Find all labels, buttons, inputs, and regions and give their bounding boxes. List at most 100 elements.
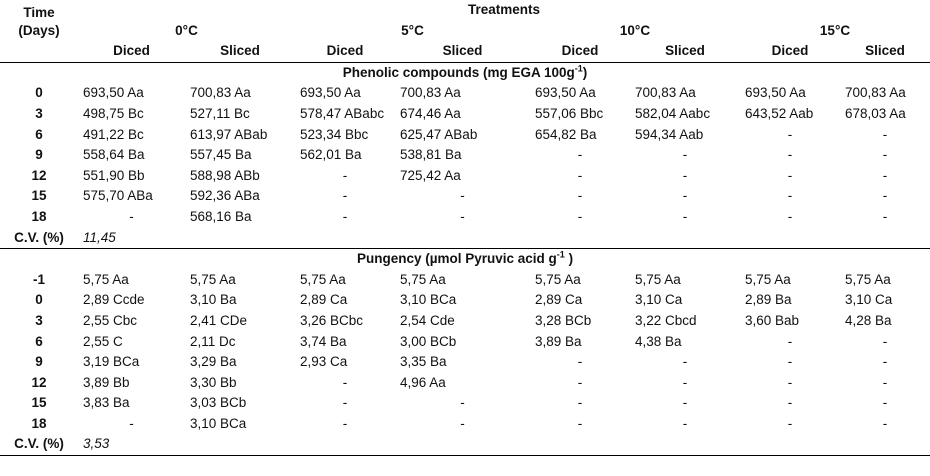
time-cell: 12 [31, 167, 47, 183]
cut-header: Sliced [630, 41, 740, 63]
cv-row: C.V. (%) 3,53 [0, 434, 930, 457]
cv-row: C.V. (%) 11,45 [0, 227, 930, 250]
value-cell: - [682, 188, 688, 204]
value-cell: - [787, 147, 793, 163]
value-cell: - [787, 395, 793, 411]
value-cell: 5,75 Aa [190, 271, 236, 287]
value-cell: 3,03 BCb [190, 395, 247, 411]
value-cell: 3,26 BCbc [300, 312, 364, 328]
value-cell: 3,35 Ba [400, 354, 447, 370]
value-cell: - [577, 188, 583, 204]
time-cell: 9 [35, 354, 43, 370]
time-cell: 12 [31, 374, 47, 390]
value-cell: 5,75 Aa [400, 271, 446, 287]
value-cell: 643,52 Aab [745, 105, 814, 121]
value-cell: 538,81 Ba [400, 147, 462, 163]
value-cell: 557,06 Bbc [535, 105, 604, 121]
table-row: 0 2,89 Ccde 3,10 Ba 2,89 Ca 3,10 BCa 2,89 Ca 3… [0, 290, 930, 311]
value-cell: 613,97 ABab [190, 126, 268, 142]
value-cell: - [787, 188, 793, 204]
value-cell: 2,11 Dc [190, 333, 236, 349]
value-cell: 2,89 Ca [300, 292, 348, 308]
value-cell: 2,41 CDe [190, 312, 248, 328]
cut-header: Diced [295, 41, 395, 63]
value-cell: 592,36 ABa [190, 188, 260, 204]
value-cell: - [129, 415, 134, 431]
table-row: 18 - 568,16 Ba - - - - - - [0, 207, 930, 228]
value-cell: 3,10 Ca [845, 292, 893, 308]
value-cell: - [882, 208, 888, 224]
table-body: Phenolic compounds (mg EGA 100g-1) 0 693,5… [0, 62, 930, 457]
time-cell: 0 [35, 292, 43, 308]
value-cell: 594,34 Aab [635, 126, 704, 142]
value-cell: 3,89 Bb [83, 374, 130, 390]
value-cell: 3,19 BCa [83, 354, 140, 370]
value-cell: - [577, 395, 583, 411]
table-row: 9 558,64 Ba 557,45 Ba 562,01 Ba 538,81 Ba - - -… [0, 145, 930, 166]
value-cell: - [460, 415, 465, 431]
value-cell: 725,42 Aa [400, 167, 461, 183]
cv-value: 11,45 [78, 227, 185, 250]
value-cell: - [787, 167, 793, 183]
value-cell: - [577, 354, 583, 370]
time-cell: 15 [31, 188, 47, 204]
value-cell: - [342, 395, 348, 411]
value-cell: 2,89 Ba [745, 292, 792, 308]
value-cell: - [682, 147, 688, 163]
value-cell: - [787, 126, 793, 142]
table-row: 15 3,83 Ba 3,03 BCb - - - - - - [0, 393, 930, 414]
value-cell: 582,04 Aabc [635, 105, 711, 121]
table-row: 12 551,90 Bb 588,98 ABb - 725,42 Aa - - - - [0, 166, 930, 187]
value-cell: - [882, 126, 888, 142]
value-cell: - [882, 415, 888, 431]
time-cell: 9 [35, 147, 43, 163]
value-cell: - [342, 415, 348, 431]
value-cell: 3,83 Ba [83, 395, 130, 411]
value-cell: 3,10 Ca [635, 292, 683, 308]
table-row: 6 2,55 C 2,11 Dc 3,74 Ba 3,00 BCb 3,89 Ba 4,38… [0, 332, 930, 353]
time-label: Time [23, 5, 55, 20]
time-cell: 0 [35, 85, 43, 101]
value-cell: 5,75 Aa [635, 271, 681, 287]
time-cell: 18 [31, 415, 47, 431]
treatments-header: Treatments [468, 2, 541, 17]
value-cell: 558,64 Ba [83, 147, 145, 163]
cv-empty [185, 227, 930, 250]
value-cell: - [682, 374, 688, 390]
value-cell: 2,55 C [83, 333, 123, 349]
value-cell: 5,75 Aa [745, 271, 791, 287]
value-cell: 3,10 Ba [190, 292, 237, 308]
value-cell: 588,98 ABb [190, 167, 260, 183]
value-cell: 2,93 Ca [300, 354, 348, 370]
table-row: 9 3,19 BCa 3,29 Ba 2,93 Ca 3,35 Ba - - - - [0, 352, 930, 373]
value-cell: - [787, 333, 793, 349]
value-cell: - [882, 167, 888, 183]
value-cell: 700,83 Aa [400, 85, 461, 101]
value-cell: 3,89 Ba [535, 333, 582, 349]
value-cell: 527,11 Bc [190, 105, 250, 121]
value-cell: 3,30 Bb [190, 374, 237, 390]
value-cell: - [787, 374, 793, 390]
value-cell: 693,50 Aa [300, 85, 361, 101]
value-cell: 674,46 Aa [400, 105, 461, 121]
value-cell: 2,54 Cde [400, 312, 455, 328]
value-cell: 693,50 Aa [535, 85, 596, 101]
temp-header-0: 0°C [175, 22, 198, 38]
value-cell: - [577, 374, 583, 390]
value-cell: - [342, 374, 348, 390]
value-cell: 3,28 BCb [535, 312, 592, 328]
value-cell: 551,90 Bb [83, 167, 145, 183]
value-cell: 5,75 Aa [845, 271, 891, 287]
value-cell: 3,10 BCa [190, 415, 247, 431]
value-cell: - [460, 208, 465, 224]
section-title-text: Phenolic compounds (mg EGA 100g [342, 64, 575, 80]
section-title-row: Phenolic compounds (mg EGA 100g-1) [0, 62, 930, 83]
value-cell: - [882, 188, 888, 204]
table-row: 18 - 3,10 BCa - - - - - - [0, 414, 930, 435]
value-cell: - [882, 354, 888, 370]
time-cell: -1 [32, 271, 45, 287]
value-cell: - [577, 167, 583, 183]
cv-empty [185, 434, 930, 457]
value-cell: 3,10 BCa [400, 292, 457, 308]
value-cell: - [460, 395, 465, 411]
